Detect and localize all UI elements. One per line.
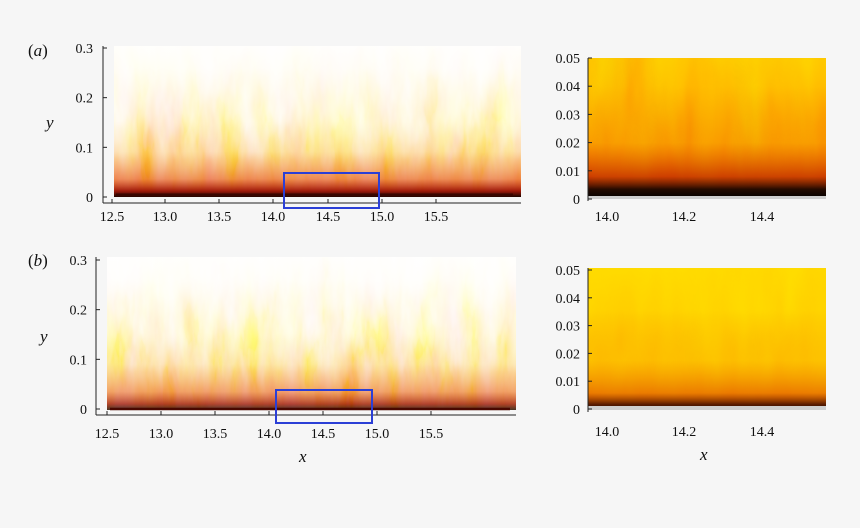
panel-b-x-tick-label: 15.0 xyxy=(365,427,390,442)
panel-a-zoom-y-tick-label: 0 xyxy=(573,193,580,208)
panel-b-x-tick-label: 15.5 xyxy=(419,427,444,442)
panel-b-zoom-y-ticks: 0 0.01 0.02 0.03 0.04 0.05 xyxy=(556,264,592,418)
panel-b-y-tick-label: 0.3 xyxy=(70,254,88,269)
panel-b-zoom-x-label: x xyxy=(699,445,708,464)
panel-a-zoom-y-tick-label: 0.04 xyxy=(556,80,581,95)
panel-b-x-tick-label: 13.0 xyxy=(149,427,174,442)
panel-a-zoom-y-ticks: 0 0.01 0.02 0.03 0.04 0.05 xyxy=(556,52,592,208)
panel-a-zoom-y-tick-label: 0.05 xyxy=(556,52,581,67)
panel-b-x-label: x xyxy=(298,447,307,466)
panel-b-zoom-box xyxy=(275,389,373,424)
panel-b-zoom-y-tick-label: 0.01 xyxy=(556,375,581,390)
panel-a-x-tick-label: 14.5 xyxy=(316,210,341,225)
panel-b-y-label: y xyxy=(38,327,48,346)
panel-b-y-ticks: 0 0.1 0.2 0.3 xyxy=(70,254,100,418)
panel-a-zoom-y-tick-label: 0.02 xyxy=(556,137,581,152)
panel-a-zoom-x-tick-label: 14.2 xyxy=(672,210,697,225)
panel-a-x-tick-label: 14.0 xyxy=(261,210,286,225)
panel-a-x-tick-label: 15.0 xyxy=(370,210,395,225)
panel-a-zoom-y-tick-label: 0.03 xyxy=(556,108,581,123)
panel-b-y-tick-label: 0.1 xyxy=(70,353,88,368)
panel-a-full: 00.10.20.3 12.5 13.0 13.5 14.0 14.5 15.0 15.5 … xyxy=(28,41,521,225)
panel-b-zoom-y-tick-label: 0.05 xyxy=(556,264,581,279)
panel-b-zoom-x-tick-label: 14.2 xyxy=(672,425,697,440)
panel-b-zoom-y-tick-label: 0 xyxy=(573,403,580,418)
panel-b-x-tick-label: 14.0 xyxy=(257,427,282,442)
panel-a-zoom: 0 0.01 0.02 0.03 0.04 0.05 14.0 14.2 14.4 xyxy=(556,52,826,225)
panel-a-x-ticks: 12.5 13.0 13.5 14.0 14.5 15.0 15.5 xyxy=(100,199,449,225)
panel-a-y-tick-label: 0.2 xyxy=(76,92,94,107)
panel-b-x-tick-label: 14.5 xyxy=(311,427,336,442)
panel-b-x-tick-label: 13.5 xyxy=(203,427,228,442)
panel-a-zoom-x-tick-label: 14.0 xyxy=(595,210,620,225)
panel-a-x-tick-label: 13.5 xyxy=(207,210,232,225)
panel-a-y-ticks: 0 0.1 0.2 0.3 xyxy=(76,42,107,206)
panel-a-axes: 0 0.1 0.2 0.3 12.5 13.0 13.5 14.0 14.5 15.0 15.5 xyxy=(76,42,521,225)
panel-b-zoom-y-tick-label: 0.03 xyxy=(556,320,581,335)
panel-b-zoom-x-tick-label: 14.0 xyxy=(595,425,620,440)
panel-b-y-tick-label: 0.2 xyxy=(70,304,88,319)
panel-b-zoom: 0 0.01 0.02 0.03 0.04 0.05 14.0 14.2 14.4 x xyxy=(556,264,826,464)
panel-b-x-ticks: 12.5 13.0 13.5 14.0 14.5 15.0 15.5 xyxy=(95,411,444,442)
panel-b-zoom-x-ticks: 14.0 14.2 14.4 xyxy=(595,425,775,440)
panel-a-y-tick-label: 0.3 xyxy=(76,42,94,57)
panel-a-zoom-x-ticks: 14.0 14.2 14.4 xyxy=(595,210,775,225)
panel-a-x-tick-label: 12.5 xyxy=(100,210,125,225)
panel-b-zoom-x-tick-label: 14.4 xyxy=(750,425,775,440)
panel-b-zoom-y-tick-label: 0.02 xyxy=(556,347,581,362)
panel-a-x-tick-label: 15.5 xyxy=(424,210,449,225)
panel-a-zoom-box xyxy=(283,172,380,209)
panel-b-zoom-y-tick-label: 0.04 xyxy=(556,292,581,307)
panel-a-x-tick-label: 13.0 xyxy=(153,210,178,225)
panel-a-zoom-y-tick-label: 0.01 xyxy=(556,165,581,180)
panel-a-label: (a) xyxy=(28,41,48,60)
panel-b-x-tick-label: 12.5 xyxy=(95,427,120,442)
panel-a-y-tick-label: 0.1 xyxy=(76,141,94,156)
panel-b-label: (b) xyxy=(28,251,48,270)
panel-b-y-tick-label: 0 xyxy=(80,403,87,418)
panel-a-y-tick-label: 0 xyxy=(86,191,93,206)
panel-b-full: 00.10.20.3 12.5 13.0 13.5 14.0 14.5 15.0 15.5 … xyxy=(28,251,516,466)
panel-b-axes: 0 0.1 0.2 0.3 12.5 13.0 13.5 14.0 14.5 15.0 15.5 xyxy=(70,254,516,442)
panel-a-y-label: y xyxy=(44,113,54,132)
panel-a-zoom-x-tick-label: 14.4 xyxy=(750,210,775,225)
